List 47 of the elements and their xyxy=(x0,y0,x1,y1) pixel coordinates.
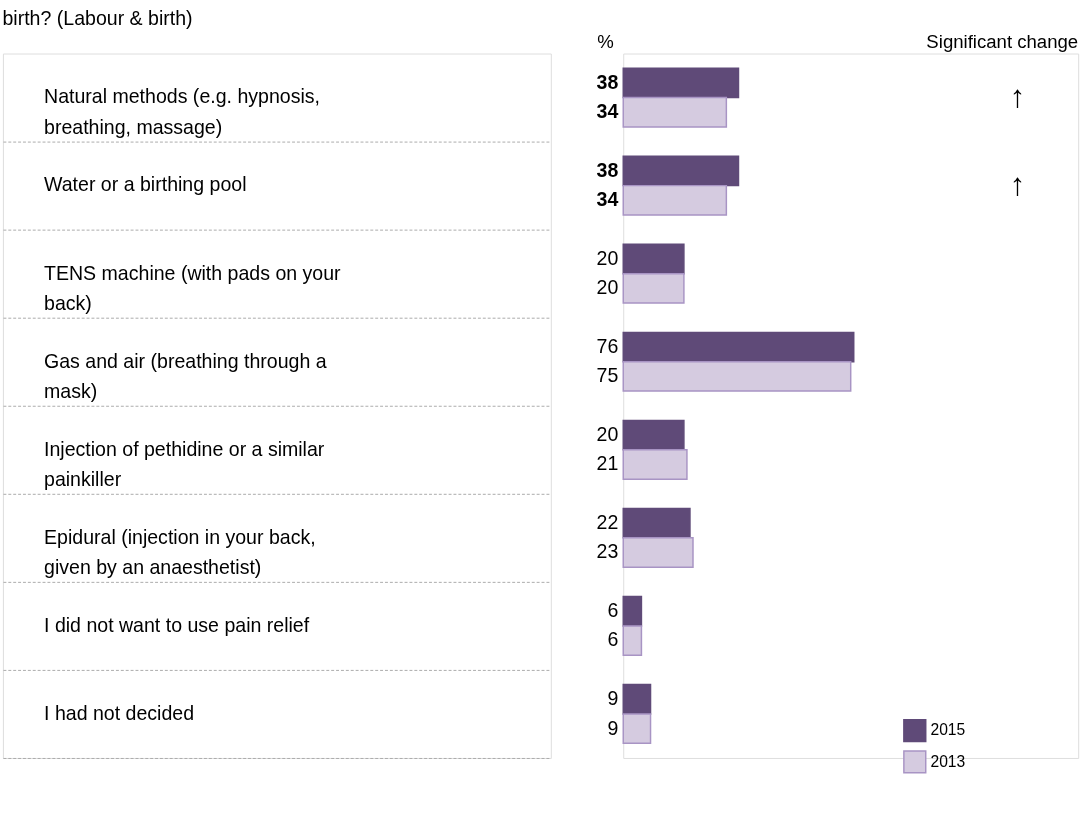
text: Significant change xyxy=(926,30,1079,52)
bar xyxy=(622,155,740,187)
data-label: 34 xyxy=(596,188,619,211)
data-label: 9 xyxy=(607,687,619,710)
bar xyxy=(622,449,688,480)
bar xyxy=(622,419,685,451)
data-label: 20 xyxy=(596,246,619,269)
y-tick-label: I did not want to use pain relief xyxy=(44,613,310,636)
data-label: 20 xyxy=(596,276,619,299)
legend-label: 2013 xyxy=(930,752,966,770)
y-tick-label: Epidural (injection in your back, given by an anaesthetist) xyxy=(44,525,316,579)
text: % xyxy=(597,30,614,52)
bar xyxy=(622,67,740,99)
bar xyxy=(622,184,728,216)
y-tick-label: TENS machine (with pads on your back) xyxy=(44,261,342,314)
y-tick-label: Gas and air (breathing through a mask) xyxy=(44,349,327,402)
legend-label: 2015 xyxy=(930,721,966,739)
data-label: 6 xyxy=(607,628,619,651)
bar xyxy=(622,360,852,392)
bar xyxy=(622,713,652,745)
y-tick-label: Natural methods (e.g. hypnosis, breathing, massage) xyxy=(44,85,320,138)
bar xyxy=(622,272,685,304)
data-label: 38 xyxy=(596,158,619,181)
data-label: 9 xyxy=(607,716,619,739)
y-tick-label: Water or a birthing pool xyxy=(44,173,247,196)
text: ↑ xyxy=(1009,79,1026,115)
text: birth? (Labour & birth) xyxy=(2,6,193,29)
data-label: 23 xyxy=(596,540,619,563)
data-label: 22 xyxy=(596,511,619,534)
bar xyxy=(622,625,643,656)
data-label: 76 xyxy=(596,334,619,357)
bar xyxy=(622,683,652,715)
bar xyxy=(622,243,685,275)
bar xyxy=(622,331,855,363)
data-label: 6 xyxy=(607,599,619,622)
data-label: 75 xyxy=(596,364,619,387)
bar xyxy=(622,537,694,568)
data-label: 20 xyxy=(596,422,619,445)
data-label: 34 xyxy=(596,100,619,123)
text: ↑ xyxy=(1009,167,1026,203)
y-tick-label: I had not decided xyxy=(44,701,195,724)
y-tick-label: Injection of pethidine or a similar painkiller xyxy=(44,437,325,490)
data-label: 38 xyxy=(596,70,619,93)
bar xyxy=(622,595,643,627)
bar xyxy=(622,507,691,539)
bar xyxy=(622,96,728,128)
data-label: 21 xyxy=(596,452,619,475)
